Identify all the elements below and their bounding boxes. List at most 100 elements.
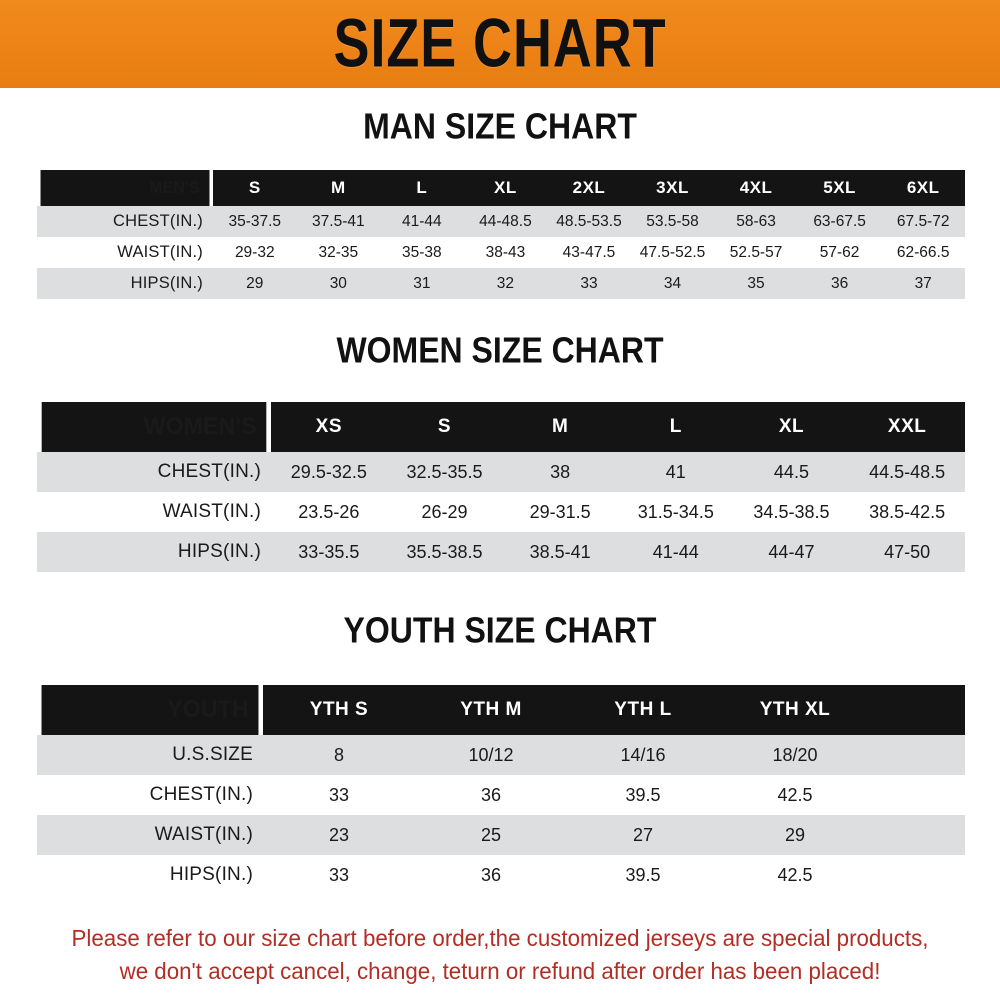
header-cell-xxl: XXL: [849, 402, 965, 452]
table-row: WAIST(IN.) 23 25 27 29: [37, 815, 965, 855]
cell: 33: [263, 775, 415, 815]
cell: 14/16: [567, 735, 719, 775]
row-label-chest: CHEST(IN.): [37, 452, 271, 492]
men-size-table: MEN'S S M L XL 2XL 3XL 4XL 5XL 6XL CHEST…: [37, 170, 965, 299]
cell: 29-32: [213, 237, 297, 268]
cell: 31.5-34.5: [617, 492, 734, 532]
cell: 39.5: [567, 775, 719, 815]
header-cell-3xl: 3XL: [630, 170, 715, 206]
cell: 8: [263, 735, 415, 775]
header-cell-6xl: 6XL: [881, 170, 965, 206]
cell: 29.5-32.5: [271, 452, 387, 492]
cell: 34.5-38.5: [733, 492, 850, 532]
cell: 63-67.5: [797, 206, 882, 237]
header-cell-womens: WOMEN'S: [41, 402, 267, 452]
header-cell-yth-xl: YTH XL: [719, 685, 871, 735]
cell: 38: [502, 452, 618, 492]
cell: 44.5-48.5: [849, 452, 965, 492]
section-women: WOMEN SIZE CHART: [0, 330, 1000, 370]
row-label-waist: WAIST(IN.): [37, 815, 263, 855]
cell: 10/12: [415, 735, 567, 775]
cell: 57-62: [797, 237, 882, 268]
cell-spacer: [871, 815, 965, 855]
cell: 37.5-41: [296, 206, 381, 237]
table-row: HIPS(IN.) 29 30 31 32 33 34 35 36 37: [37, 268, 965, 299]
cell: 42.5: [719, 775, 871, 815]
row-label-waist: WAIST(IN.): [37, 237, 213, 268]
row-label-us-size: U.S.SIZE: [37, 735, 263, 775]
cell: 41-44: [380, 206, 464, 237]
header-cell-youth: YOUTH: [41, 685, 259, 735]
cell: 25: [415, 815, 567, 855]
cell: 67.5-72: [881, 206, 965, 237]
table-row: WAIST(IN.) 29-32 32-35 35-38 38-43 43-47…: [37, 237, 965, 268]
cell: 30: [296, 268, 381, 299]
cell: 52.5-57: [714, 237, 798, 268]
cell: 41: [617, 452, 734, 492]
cell: 33: [263, 855, 415, 895]
cell-spacer: [871, 735, 965, 775]
cell: 18/20: [719, 735, 871, 775]
cell: 36: [415, 855, 567, 895]
row-label-hips: HIPS(IN.): [37, 268, 213, 299]
cell: 23: [263, 815, 415, 855]
cell: 36: [415, 775, 567, 815]
cell: 32: [463, 268, 548, 299]
cell: 44-48.5: [463, 206, 548, 237]
table-row: WAIST(IN.) 23.5-26 26-29 29-31.5 31.5-34…: [37, 492, 965, 532]
cell: 29: [719, 815, 871, 855]
footer-line-2: we don't accept cancel, change, teturn o…: [119, 957, 881, 984]
cell: 35: [714, 268, 798, 299]
table-header-row: MEN'S S M L XL 2XL 3XL 4XL 5XL 6XL: [37, 170, 965, 206]
women-size-table: WOMEN'S XS S M L XL XXL CHEST(IN.) 29.5-…: [37, 402, 965, 572]
cell: 32.5-35.5: [386, 452, 503, 492]
header-cell-xs: XS: [271, 402, 387, 452]
table-row: CHEST(IN.) 33 36 39.5 42.5: [37, 775, 965, 815]
header-cell-xl: XL: [463, 170, 548, 206]
cell: 38.5-42.5: [849, 492, 965, 532]
header-cell-l: L: [380, 170, 464, 206]
cell: 43-47.5: [547, 237, 631, 268]
cell: 32-35: [296, 237, 381, 268]
cell: 44-47: [733, 532, 850, 572]
header-cell-xl: XL: [733, 402, 850, 452]
cell: 53.5-58: [630, 206, 715, 237]
cell: 44.5: [733, 452, 850, 492]
header-cell-4xl: 4XL: [714, 170, 798, 206]
youth-size-table: YOUTH YTH S YTH M YTH L YTH XL U.S.SIZE …: [37, 685, 965, 895]
header-cell-2xl: 2XL: [547, 170, 631, 206]
header-cell-spacer: [871, 685, 965, 735]
cell: 27: [567, 815, 719, 855]
table-header-row: YOUTH YTH S YTH M YTH L YTH XL: [37, 685, 965, 735]
cell: 48.5-53.5: [547, 206, 631, 237]
row-label-chest: CHEST(IN.): [37, 206, 213, 237]
cell: 62-66.5: [881, 237, 965, 268]
row-label-chest: CHEST(IN.): [37, 775, 263, 815]
row-label-hips: HIPS(IN.): [37, 855, 263, 895]
header-cell-m: M: [296, 170, 381, 206]
table-row: CHEST(IN.) 35-37.5 37.5-41 41-44 44-48.5…: [37, 206, 965, 237]
section-youth: YOUTH SIZE CHART: [0, 610, 1000, 650]
table-row: HIPS(IN.) 33-35.5 35.5-38.5 38.5-41 41-4…: [37, 532, 965, 572]
cell: 39.5: [567, 855, 719, 895]
cell: 33-35.5: [271, 532, 387, 572]
header-cell-5xl: 5XL: [797, 170, 882, 206]
cell: 34: [630, 268, 715, 299]
page-banner: SIZE CHART: [0, 0, 1000, 88]
cell: 31: [380, 268, 464, 299]
header-cell-yth-s: YTH S: [263, 685, 415, 735]
header-cell-s: S: [213, 170, 297, 206]
cell: 29: [213, 268, 297, 299]
cell: 35-37.5: [213, 206, 297, 237]
row-label-waist: WAIST(IN.): [37, 492, 271, 532]
cell: 29-31.5: [502, 492, 618, 532]
cell: 38-43: [463, 237, 548, 268]
cell: 38.5-41: [502, 532, 618, 572]
section-title-man: MAN SIZE CHART: [363, 105, 637, 147]
cell: 33: [547, 268, 631, 299]
table-header-row: WOMEN'S XS S M L XL XXL: [37, 402, 965, 452]
cell: 36: [797, 268, 882, 299]
header-cell-s: S: [386, 402, 503, 452]
cell: 41-44: [617, 532, 734, 572]
